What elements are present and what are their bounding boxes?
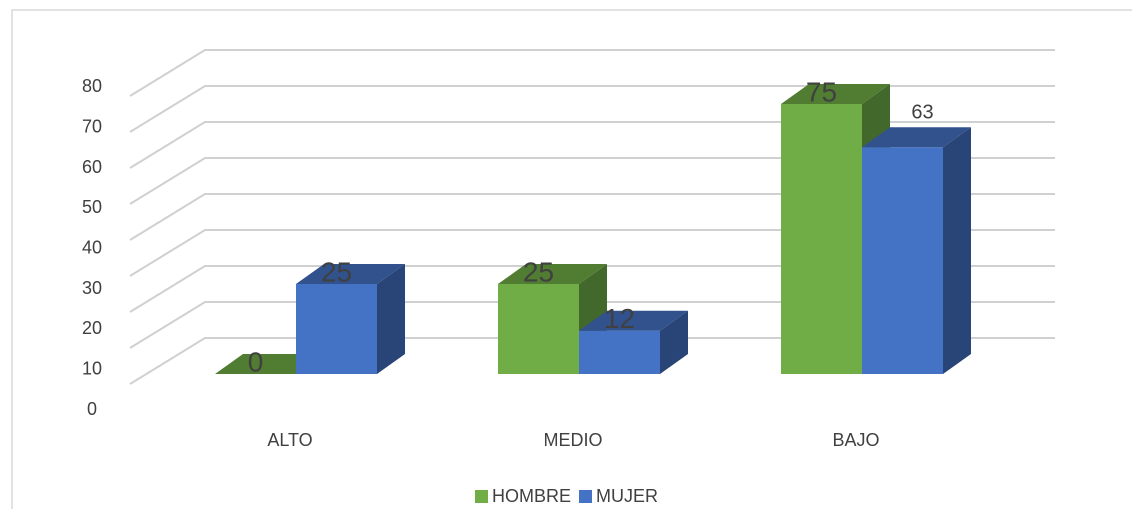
x-tick-label: BAJO <box>832 430 879 450</box>
grid-line <box>129 49 1055 97</box>
legend-label: HOMBRE <box>492 486 571 506</box>
bar-top <box>498 264 607 284</box>
y-tick-label: 40 <box>82 237 102 257</box>
grid-line <box>129 229 1055 277</box>
bar-top <box>781 84 890 104</box>
y-tick-label: 20 <box>82 318 102 338</box>
data-label: 0 <box>248 346 264 377</box>
y-tick-label: 0 <box>87 399 97 419</box>
bar-top <box>296 264 405 284</box>
legend-swatch <box>579 490 593 503</box>
y-tick-label: 30 <box>82 278 102 298</box>
data-label: 25 <box>523 256 554 287</box>
legend-swatch <box>475 490 488 503</box>
data-label: 63 <box>911 101 933 123</box>
grid-line <box>129 85 1055 133</box>
bar-top <box>579 310 688 331</box>
grid-line <box>129 157 1055 205</box>
bar-side <box>660 310 688 374</box>
y-tick-label: 60 <box>82 157 102 177</box>
x-tick-label: MEDIO <box>543 430 602 450</box>
bar <box>579 310 688 374</box>
grid-line <box>129 265 1055 313</box>
y-tick-label: 50 <box>82 197 102 217</box>
grid-line <box>129 193 1055 241</box>
grid-line <box>129 301 1055 349</box>
data-label: 12 <box>604 303 635 334</box>
grid-line <box>129 121 1055 169</box>
y-tick-label: 10 <box>82 358 102 378</box>
bar <box>296 264 405 374</box>
bar <box>862 127 971 374</box>
data-label: 75 <box>806 76 837 107</box>
grid-line <box>129 337 1055 385</box>
bar-front <box>579 330 660 374</box>
bar-side <box>943 127 971 374</box>
y-tick-label: 80 <box>82 76 102 96</box>
chart-frame <box>11 9 1132 509</box>
bar-top <box>862 127 971 148</box>
bar-front <box>296 284 377 374</box>
bar-front <box>781 104 862 374</box>
y-tick-label: 70 <box>82 117 102 137</box>
bar-front <box>862 147 943 374</box>
legend-label: MUJER <box>596 486 658 506</box>
data-label: 25 <box>321 256 352 287</box>
bar-front <box>498 284 579 374</box>
x-tick-label: ALTO <box>267 430 312 450</box>
bar-side <box>377 264 405 374</box>
